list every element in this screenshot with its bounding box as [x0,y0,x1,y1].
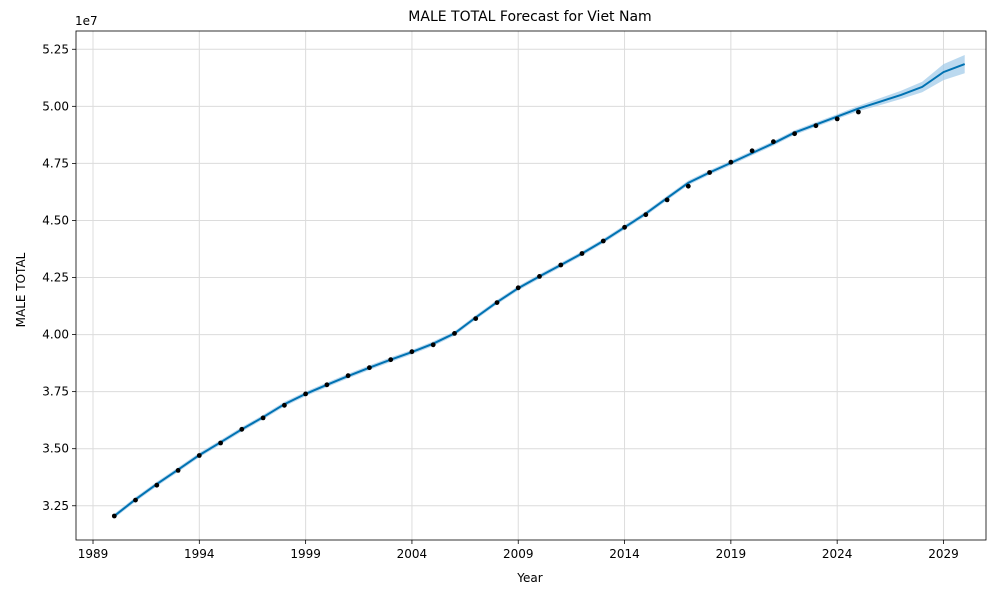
x-tick-label: 2009 [503,547,534,561]
observed-point [792,131,797,137]
observed-point [345,373,351,379]
plot-frame [75,30,987,541]
y-tick-label: 5.00 [42,99,69,113]
observed-point [111,513,117,519]
x-axis-ticks: 1989 1994 1999 2004 2009 2014 2019 2024 2029 [78,540,959,561]
observed-point [367,365,372,371]
x-axis-label: Year [516,571,542,585]
y-tick-label: 4.75 [42,156,69,170]
y-tick-label: 3.50 [42,442,69,456]
observed-point [473,316,479,321]
chart-title: MALE TOTAL Forecast for Viet Nam [408,9,651,25]
observed-point [856,109,861,115]
observed-point [388,357,394,363]
observed-point [600,238,606,244]
observed-point [771,139,776,145]
observed-point [749,148,755,154]
observed-point [643,212,649,218]
x-tick-label: 1999 [290,547,321,561]
observed-point [728,159,734,165]
observed-point [558,262,564,268]
observed-point [707,170,712,175]
observed-point [537,274,542,279]
x-tick-label: 2004 [397,547,428,561]
observed-point [260,415,266,421]
y-axis-label: MALE TOTAL [14,252,28,327]
y-axis-offset-label: 1e7 [75,14,98,28]
observed-point [239,426,245,432]
observed-point [494,300,500,305]
observed-point [430,342,436,348]
y-tick-label: 3.75 [42,385,69,399]
observed-point [452,331,457,336]
observed-points [111,109,861,519]
y-tick-label: 4.50 [42,213,69,227]
observed-point [515,285,521,291]
y-tick-label: 4.00 [42,328,69,342]
observed-point [579,251,585,256]
observed-point [282,402,287,408]
observed-point [664,197,670,203]
observed-point [154,482,160,488]
observed-point [834,116,840,122]
observed-point [218,440,224,446]
observed-point [175,468,181,473]
x-tick-label: 2014 [609,547,640,561]
observed-point [324,382,330,388]
y-tick-label: 3.25 [42,499,69,513]
grid-lines [76,31,986,540]
observed-point [622,224,627,230]
x-tick-label: 2019 [716,547,747,561]
observed-point [813,123,819,129]
x-tick-label: 2024 [822,547,853,561]
observed-point [133,497,138,503]
observed-point [303,391,308,397]
observed-point [409,349,415,355]
observed-point [685,183,691,189]
y-axis-ticks: 3.25 3.50 3.75 4.00 4.25 4.50 4.75 5.00 5.25 [42,42,76,513]
y-tick-label: 5.25 [42,42,69,56]
x-tick-label: 2029 [928,547,959,561]
x-tick-label: 1989 [78,547,109,561]
x-tick-label: 1994 [184,547,215,561]
observed-point [196,453,202,458]
y-tick-label: 4.25 [42,271,69,285]
